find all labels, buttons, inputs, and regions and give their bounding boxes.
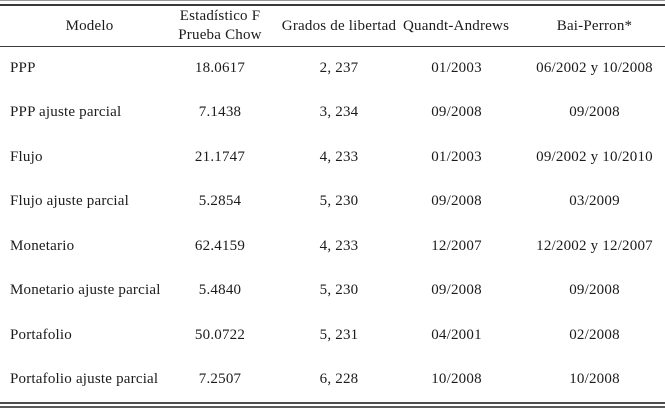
- cell-bai-perron: 10/2008: [569, 371, 620, 388]
- cell-df: 4, 233: [319, 237, 359, 254]
- cell-f-stat: 50.0722: [194, 326, 246, 343]
- cell-bai-perron: 03/2009: [569, 193, 620, 210]
- table-row: Portafolio 50.0722 5, 231 04/2001 02/200…: [0, 313, 665, 358]
- cell-df: 6, 228: [319, 371, 359, 388]
- cell-f-stat: 62.4159: [194, 237, 246, 254]
- cell-f-stat: 7.2507: [198, 371, 242, 388]
- column-header-f-chow: Estadístico F Prueba Chow: [178, 8, 262, 43]
- cell-quandt-andrews: 01/2003: [431, 148, 482, 165]
- table-row: PPP 18.0617 2, 237 01/2003 06/2002 y 10/…: [0, 46, 665, 91]
- cell-modelo: Flujo ajuste parcial: [10, 193, 129, 210]
- cell-df: 5, 230: [319, 282, 359, 299]
- table-row: Flujo ajuste parcial 5.2854 5, 230 09/20…: [0, 180, 665, 225]
- column-header-modelo: Modelo: [65, 17, 114, 34]
- cell-df: 5, 231: [319, 326, 359, 343]
- cell-bai-perron: 09/2002 y 10/2010: [536, 148, 653, 165]
- table-row: Monetario ajuste parcial 5.4840 5, 230 0…: [0, 269, 665, 314]
- column-header-df: Grados de libertad: [281, 17, 397, 34]
- cell-quandt-andrews: 09/2008: [431, 282, 482, 299]
- column-header-bai-perron: Bai-Perron*: [556, 17, 633, 34]
- cell-modelo: PPP: [10, 59, 36, 76]
- cell-f-stat: 5.4840: [198, 282, 242, 299]
- table-bottom-rule: [0, 402, 665, 404]
- table-bottom-outer-rule: [0, 406, 665, 408]
- cell-df: 3, 234: [319, 104, 359, 121]
- table-top-outer-rule: [0, 0, 665, 1]
- cell-quandt-andrews: 04/2001: [431, 326, 482, 343]
- cell-quandt-andrews: 12/2007: [431, 237, 482, 254]
- column-header-quandt-andrews: Quandt-Andrews*: [403, 17, 510, 34]
- cell-df: 4, 233: [319, 148, 359, 165]
- table-row: PPP ajuste parcial 7.1438 3, 234 09/2008…: [0, 91, 665, 136]
- cell-modelo: Monetario: [10, 237, 75, 254]
- cell-bai-perron: 02/2008: [569, 326, 620, 343]
- header-row: Modelo Estadístico F Prueba Chow Grados …: [0, 6, 665, 46]
- cell-modelo: Portafolio ajuste parcial: [10, 371, 159, 388]
- cell-f-stat: 21.1747: [194, 148, 246, 165]
- cell-df: 5, 230: [319, 193, 359, 210]
- cell-f-stat: 5.2854: [198, 193, 242, 210]
- header-underline-rule: [0, 46, 665, 47]
- cell-quandt-andrews: 01/2003: [431, 59, 482, 76]
- cell-modelo: Flujo: [10, 148, 43, 165]
- cell-bai-perron: 12/2002 y 12/2007: [536, 237, 653, 254]
- cell-modelo: Monetario ajuste parcial: [10, 282, 161, 299]
- cell-bai-perron: 09/2008: [569, 282, 620, 299]
- cell-quandt-andrews: 09/2008: [431, 193, 482, 210]
- cell-df: 2, 237: [319, 59, 359, 76]
- cell-quandt-andrews: 09/2008: [431, 104, 482, 121]
- cell-f-stat: 7.1438: [198, 104, 242, 121]
- cell-bai-perron: 06/2002 y 10/2008: [536, 59, 653, 76]
- table-top-rule: [0, 4, 665, 6]
- structural-break-table: Modelo Estadístico F Prueba Chow Grados …: [0, 6, 665, 402]
- cell-bai-perron: 09/2008: [569, 104, 620, 121]
- cell-f-stat: 18.0617: [194, 59, 246, 76]
- table-row: Monetario 62.4159 4, 233 12/2007 12/2002…: [0, 224, 665, 269]
- cell-modelo: PPP ajuste parcial: [10, 104, 122, 121]
- cell-modelo: Portafolio: [10, 326, 72, 343]
- table-row: Flujo 21.1747 4, 233 01/2003 09/2002 y 1…: [0, 135, 665, 180]
- table-row: Portafolio ajuste parcial 7.2507 6, 228 …: [0, 358, 665, 403]
- cell-quandt-andrews: 10/2008: [431, 371, 482, 388]
